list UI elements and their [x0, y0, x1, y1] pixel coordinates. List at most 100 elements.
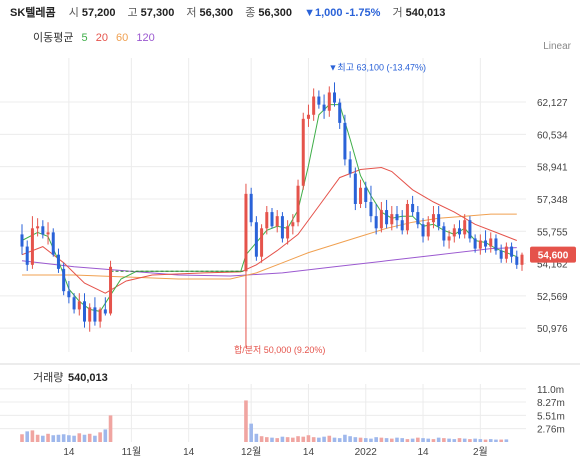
volume-bar[interactable] [87, 433, 92, 442]
candle-body[interactable] [338, 102, 342, 123]
candle-body[interactable] [333, 92, 336, 103]
candle-body[interactable] [88, 307, 92, 322]
volume-bar[interactable] [483, 439, 488, 442]
volume-bar[interactable] [442, 438, 446, 442]
volume-bar[interactable] [327, 435, 332, 442]
candle-body[interactable] [468, 220, 472, 239]
candle-body[interactable] [93, 307, 97, 322]
candle-body[interactable] [385, 210, 389, 225]
volume-bar[interactable] [369, 438, 373, 442]
candle-body[interactable] [109, 266, 113, 314]
volume-bar[interactable] [306, 435, 311, 442]
candle-body[interactable] [41, 226, 45, 235]
candle-body[interactable] [374, 216, 378, 229]
volume-bar[interactable] [379, 437, 384, 442]
candle-body[interactable] [280, 216, 284, 239]
volume-bar[interactable] [67, 435, 71, 442]
candle-body[interactable] [51, 232, 55, 255]
candle-body[interactable] [348, 159, 352, 174]
candle-body[interactable] [353, 173, 357, 204]
candle-body[interactable] [494, 238, 498, 251]
volume-bar[interactable] [270, 437, 274, 442]
candle-body[interactable] [322, 104, 326, 111]
volume-bar[interactable] [98, 432, 102, 442]
volume-bar[interactable] [46, 433, 50, 442]
volume-bar[interactable] [436, 437, 441, 442]
volume-bar[interactable] [363, 438, 368, 442]
volume-bar[interactable] [301, 436, 306, 442]
candle-body[interactable] [312, 96, 316, 115]
volume-bar[interactable] [20, 434, 24, 442]
candle-body[interactable] [103, 309, 107, 314]
volume-bar[interactable] [108, 415, 113, 442]
candle-body[interactable] [265, 212, 269, 229]
volume-bar[interactable] [416, 437, 420, 442]
scale-label[interactable]: Linear [543, 41, 571, 52]
candle-body[interactable] [270, 212, 274, 227]
volume-bar[interactable] [332, 437, 337, 442]
candle-body[interactable] [77, 301, 81, 310]
candle-body[interactable] [473, 238, 477, 249]
candle-body[interactable] [411, 203, 415, 213]
volume-bar[interactable] [384, 438, 389, 442]
candle-body[interactable] [25, 246, 29, 265]
candle-body[interactable] [499, 250, 503, 259]
volume-bar[interactable] [322, 436, 326, 442]
volume-bar[interactable] [51, 435, 56, 442]
volume-bar[interactable] [249, 423, 253, 442]
volume-bar[interactable] [56, 434, 61, 442]
volume-bar[interactable] [82, 434, 87, 442]
volume-bar[interactable] [447, 438, 451, 442]
volume-bar[interactable] [61, 434, 66, 442]
volume-bar[interactable] [374, 437, 378, 442]
candle-body[interactable] [254, 222, 258, 257]
volume-bar[interactable] [468, 439, 472, 442]
candle-body[interactable] [520, 254, 524, 265]
volume-bar[interactable] [462, 438, 467, 442]
volume-bar[interactable] [452, 439, 457, 442]
candle-body[interactable] [437, 214, 441, 227]
volume-bar[interactable] [291, 437, 295, 442]
volume-bar[interactable] [41, 435, 45, 442]
volume-bar[interactable] [311, 437, 316, 442]
candle-body[interactable] [395, 214, 399, 221]
volume-bar[interactable] [426, 438, 431, 442]
candle-body[interactable] [301, 118, 305, 186]
volume-bar[interactable] [478, 439, 483, 442]
volume-bar[interactable] [337, 438, 342, 442]
candle-body[interactable] [62, 268, 66, 292]
volume-bar[interactable] [358, 437, 363, 442]
candle-body[interactable] [275, 216, 279, 227]
candle-body[interactable] [36, 226, 40, 229]
candle-body[interactable] [484, 240, 488, 247]
volume-bar[interactable] [25, 431, 30, 442]
volume-bar[interactable] [499, 439, 503, 442]
candle-body[interactable] [390, 214, 394, 225]
candle-body[interactable] [260, 228, 264, 257]
candle-body[interactable] [442, 226, 446, 241]
candle-body[interactable] [20, 234, 24, 247]
candle-body[interactable] [369, 201, 373, 217]
volume-bar[interactable] [264, 437, 269, 442]
volume-bar[interactable] [259, 436, 264, 442]
candle-body[interactable] [405, 203, 409, 231]
candle-body[interactable] [306, 114, 310, 119]
volume-bar[interactable] [35, 434, 40, 442]
moving-average-legend[interactable]: 이동평균 5 20 60 120 [33, 29, 160, 45]
candle-body[interactable] [478, 240, 482, 249]
candle-body[interactable] [317, 96, 321, 105]
ma-legend-5[interactable]: 5 [81, 32, 88, 44]
volume-bar[interactable] [473, 438, 477, 442]
candle-body[interactable] [421, 224, 425, 237]
candle-body[interactable] [359, 187, 363, 204]
candle-body[interactable] [458, 228, 461, 235]
volume-bars[interactable] [20, 400, 509, 442]
candle-body[interactable] [515, 256, 519, 265]
candle-body[interactable] [463, 220, 467, 235]
volume-bar[interactable] [296, 436, 300, 442]
candle-body[interactable] [286, 226, 290, 239]
candle-body[interactable] [343, 122, 347, 160]
candlesticks[interactable] [20, 82, 524, 348]
volume-bar[interactable] [410, 438, 415, 442]
